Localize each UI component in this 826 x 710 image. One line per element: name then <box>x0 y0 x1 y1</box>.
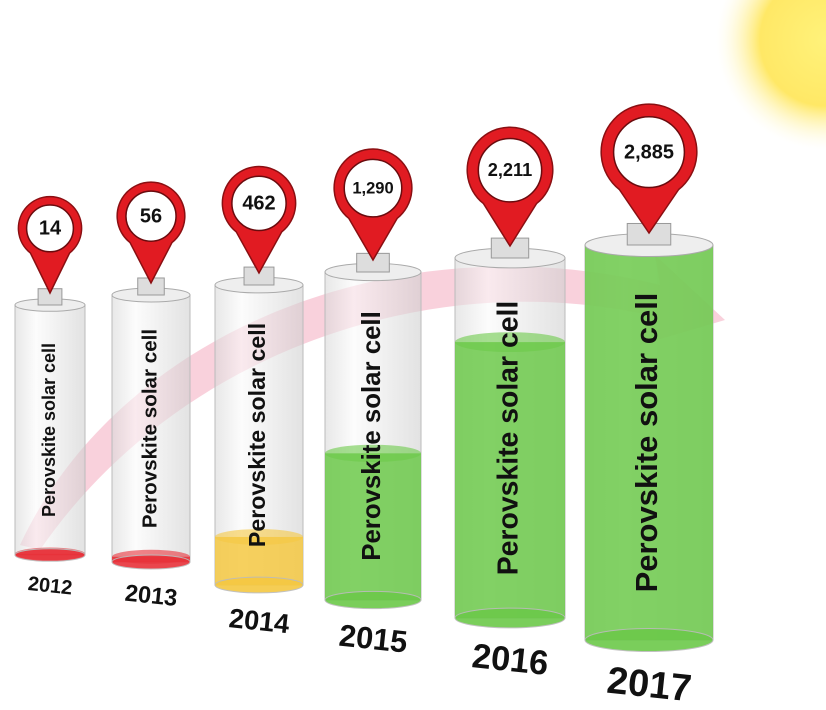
value-label: 56 <box>140 205 162 227</box>
battery-bottom <box>455 608 565 628</box>
cell-label: Perovskite solar cell <box>138 329 161 528</box>
sun <box>716 0 826 150</box>
value-label: 2,885 <box>624 141 674 163</box>
battery-bottom <box>15 549 85 562</box>
value-label: 14 <box>39 218 62 240</box>
battery-bottom <box>215 577 303 593</box>
plot: Perovskite solar cell 14 2012 Perovskite so… <box>15 104 713 710</box>
cell-label: Perovskite solar cell <box>493 301 525 576</box>
year-label: 2015 <box>337 618 409 660</box>
battery-bottom <box>112 555 190 569</box>
cell-label: Perovskite solar cell <box>358 311 386 561</box>
value-label: 1,290 <box>352 178 393 197</box>
value-label: 462 <box>242 193 275 215</box>
year-label: 2013 <box>124 581 179 612</box>
year-label: 2017 <box>605 660 693 710</box>
chart: Perovskite solar cell 14 2012 Perovskite so… <box>0 0 826 710</box>
year-label: 2012 <box>27 573 74 600</box>
cell-label: Perovskite solar cell <box>629 293 664 593</box>
cell-label: Perovskite solar cell <box>244 323 270 547</box>
year-label: 2014 <box>228 602 291 639</box>
year-label: 2016 <box>470 637 550 683</box>
battery-bottom <box>325 591 421 608</box>
cell-label: Perovskite solar cell <box>39 343 59 517</box>
value-label: 2,211 <box>488 160 533 180</box>
battery-bottom <box>585 628 713 651</box>
